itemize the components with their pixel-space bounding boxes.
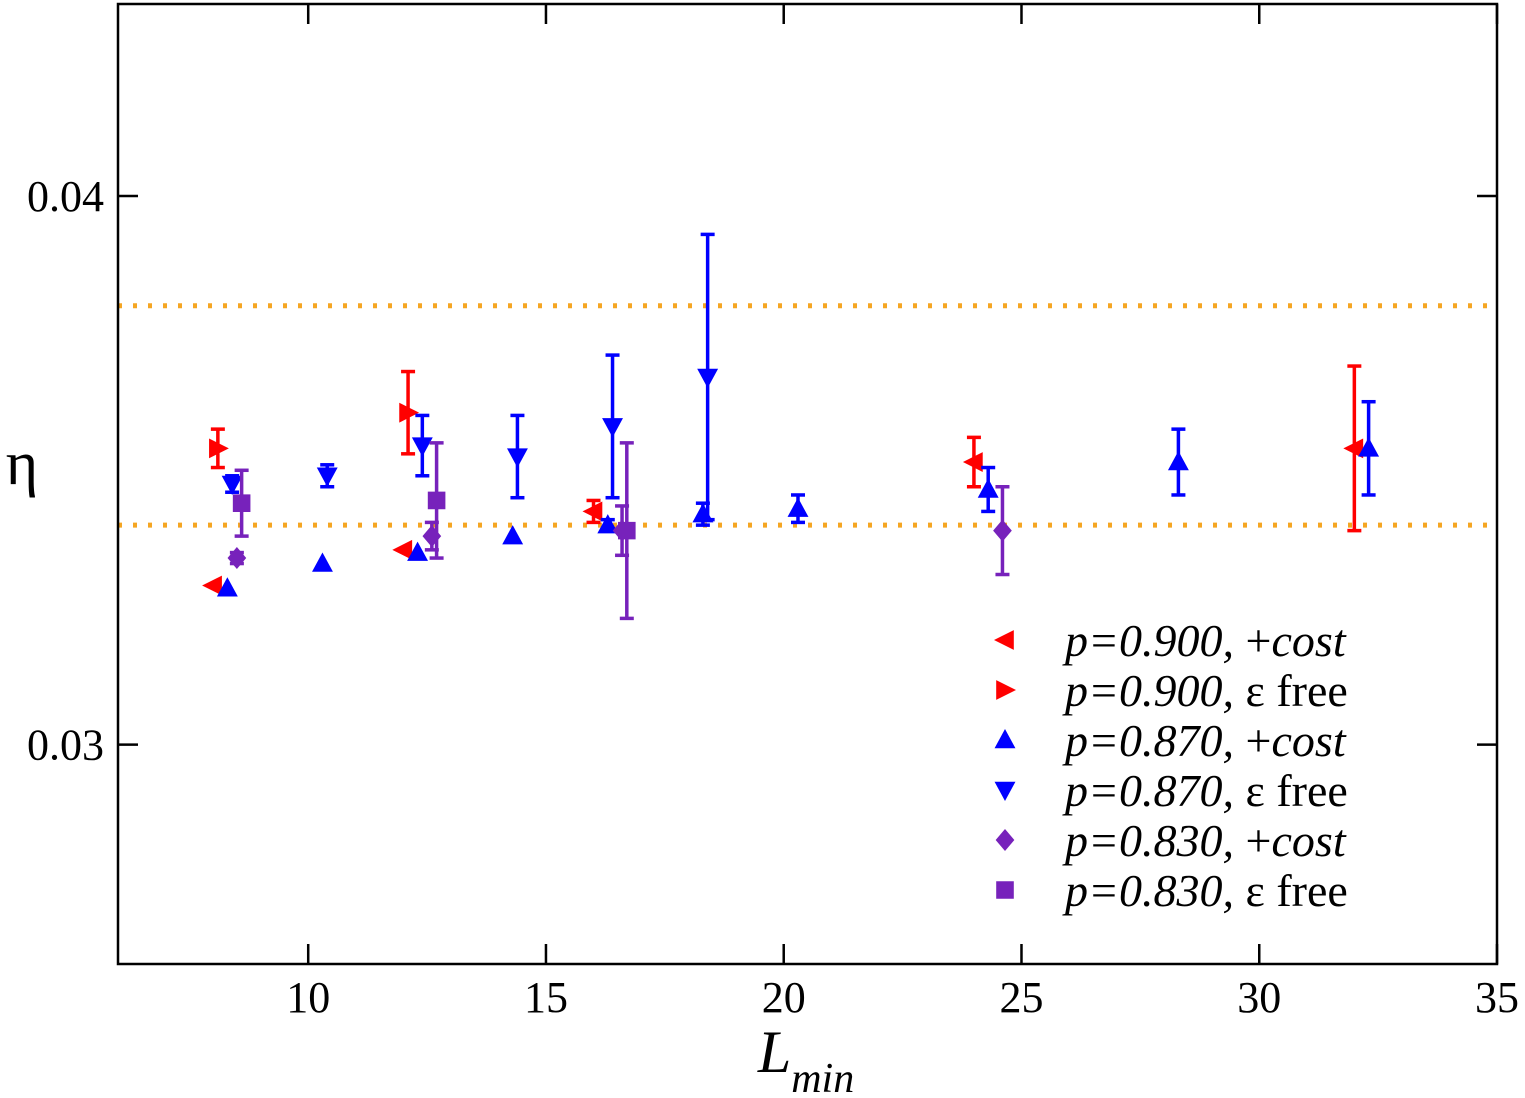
x-axis-ticks: 10 15 20 25 30 35 (286, 4, 1519, 1022)
legend-marker (996, 881, 1014, 899)
y-axis-label: η (6, 430, 38, 498)
x-axis-label: Lmin (757, 1019, 854, 1098)
x-tick-label: 15 (524, 973, 568, 1022)
legend-label-type: ε free (1246, 665, 1348, 716)
legend-label-type: cost (1272, 615, 1347, 666)
reference-lines (118, 303, 1497, 528)
data-point (977, 478, 999, 498)
data-point (582, 501, 603, 522)
data-point (787, 497, 809, 517)
legend-item-6: p=0.830, ε free (996, 865, 1348, 916)
legend-label-p: p=0.830, (1062, 865, 1234, 916)
y-tick-label: 0.03 (27, 721, 104, 770)
legend-item-2: p=0.900, ε free (996, 665, 1348, 716)
data-point (316, 467, 338, 487)
data-point (399, 402, 420, 423)
legend-label: p=0.870, +cost (1062, 715, 1347, 766)
series-3 (216, 399, 1380, 597)
legend-label: p=0.830, ε free (1062, 865, 1348, 916)
data-point (216, 577, 238, 597)
x-tick-label: 20 (762, 973, 806, 1022)
data-point (993, 519, 1012, 542)
legend-label-sep (1234, 765, 1246, 816)
legend-item-5: p=0.830, +cost (995, 815, 1347, 866)
legend-marker (994, 781, 1016, 801)
legend-label-p: p=0.870, (1062, 715, 1234, 766)
data-point (422, 525, 442, 548)
legend-label-sep: + (1234, 615, 1271, 666)
series-1 (202, 364, 1364, 596)
legend-label-p: p=0.900, (1062, 615, 1234, 666)
data-point (209, 438, 229, 459)
legend-label: p=0.870, ε free (1062, 765, 1348, 816)
series-2 (209, 369, 420, 470)
legend-label-sep: + (1234, 815, 1271, 866)
x-tick-label: 10 (286, 973, 330, 1022)
legend-label-p: p=0.830, (1062, 815, 1234, 866)
legend-label-sep (1234, 865, 1246, 916)
data-point (597, 514, 619, 534)
data-point (1343, 438, 1364, 459)
series-6 (232, 441, 636, 621)
legend-marker (994, 729, 1016, 749)
data-point (618, 521, 636, 540)
data-point (506, 448, 528, 468)
data-point (697, 368, 719, 389)
data-point (427, 491, 446, 510)
x-axis-label-subscript: min (791, 1056, 854, 1098)
legend-item-4: p=0.870, ε free (994, 765, 1348, 816)
data-point (227, 547, 247, 570)
data-point (962, 452, 983, 472)
legend-item-3: p=0.870, +cost (994, 715, 1347, 766)
data-point (312, 552, 333, 572)
data-point (1358, 437, 1380, 457)
legend-label: p=0.900, +cost (1062, 615, 1347, 666)
data-point (202, 575, 222, 596)
legend-label-type: ε free (1246, 765, 1348, 816)
plot-frame (116, 2, 1499, 966)
data-point (502, 525, 524, 545)
legend-label: p=0.900, ε free (1062, 665, 1348, 716)
y-tick-label: 0.04 (27, 172, 104, 221)
legend-item-1: p=0.900, +cost (994, 615, 1347, 666)
legend-label-type: ε free (1246, 865, 1348, 916)
x-tick-label: 30 (1237, 973, 1281, 1022)
data-point (221, 475, 243, 495)
legend-label-type: cost (1272, 715, 1347, 766)
legend-label: p=0.830, +cost (1062, 815, 1347, 866)
legend-label-p: p=0.870, (1062, 765, 1234, 816)
data-point (1167, 451, 1189, 471)
legend-marker (995, 829, 1015, 851)
data-point (602, 418, 623, 438)
legend-label-type: cost (1272, 815, 1347, 866)
data-series (202, 232, 1380, 621)
legend-marker (996, 680, 1016, 700)
data-point (407, 541, 429, 561)
data-point (411, 437, 433, 457)
data-point (392, 539, 413, 560)
legend-label-sep: + (1234, 715, 1271, 766)
series-4 (221, 232, 719, 522)
x-axis-label-main: L (757, 1019, 791, 1085)
data-point (232, 494, 251, 512)
legend-label-sep (1234, 665, 1246, 716)
x-tick-label: 25 (999, 973, 1043, 1022)
x-tick-label: 35 (1475, 973, 1519, 1022)
y-axis-ticks: 0.03 0.04 (27, 172, 1497, 770)
legend-marker (994, 630, 1014, 650)
legend-label-p: p=0.900, (1062, 665, 1234, 716)
